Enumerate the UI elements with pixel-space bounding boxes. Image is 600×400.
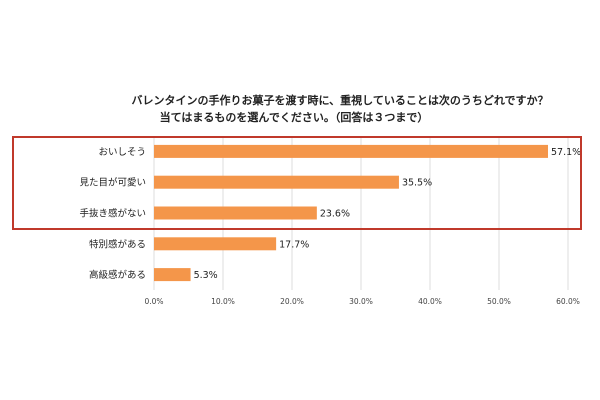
bar-0 [154,144,548,158]
value-label-4: 5.3% [194,270,218,281]
x-tick-label-3: 30.0% [349,297,373,306]
x-tick-label-0: 0.0% [144,297,163,306]
category-label-2: 手抜き感がない [79,208,146,220]
bar-2 [154,206,317,220]
x-tick-label-1: 10.0% [211,297,235,306]
bars: おいしそう 57.1% 見た目が可愛い 35.5% 手抜き感がない 23.6% 特別感がある… [79,144,581,282]
bar-3 [154,237,277,251]
x-tick-label-4: 40.0% [418,297,442,306]
category-label-0: おいしそう [98,147,146,158]
x-tick-label-6: 60.0% [556,297,580,306]
chart-title-line-2: 当てはまるものを選んでください。（回答は３つまで） [160,110,429,124]
value-label-1: 35.5% [402,178,432,189]
category-label-3: 特別感がある [89,238,146,250]
value-label-3: 17.7% [279,239,309,250]
x-axis-ticks: 0.0% 10.0% 20.0% 30.0% 40.0% 50.0% 60.0% [144,297,579,306]
value-label-2: 23.6% [320,209,350,220]
chart-title-line-1: バレンタインの手作りお菓子を渡す時に、重視していることは次のうちどれですか？ [131,93,548,107]
bar-4 [154,268,191,282]
highlight-box [12,136,582,230]
category-label-4: 高級感がある [89,269,146,281]
x-tick-label-2: 20.0% [280,297,304,306]
value-label-0: 57.1% [551,147,581,158]
x-tick-label-5: 50.0% [487,297,511,306]
bar-1 [154,175,399,189]
category-label-1: 見た目が可愛い [79,177,146,189]
